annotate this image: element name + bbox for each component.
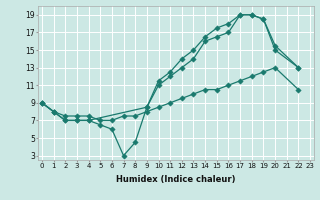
X-axis label: Humidex (Indice chaleur): Humidex (Indice chaleur) xyxy=(116,175,236,184)
